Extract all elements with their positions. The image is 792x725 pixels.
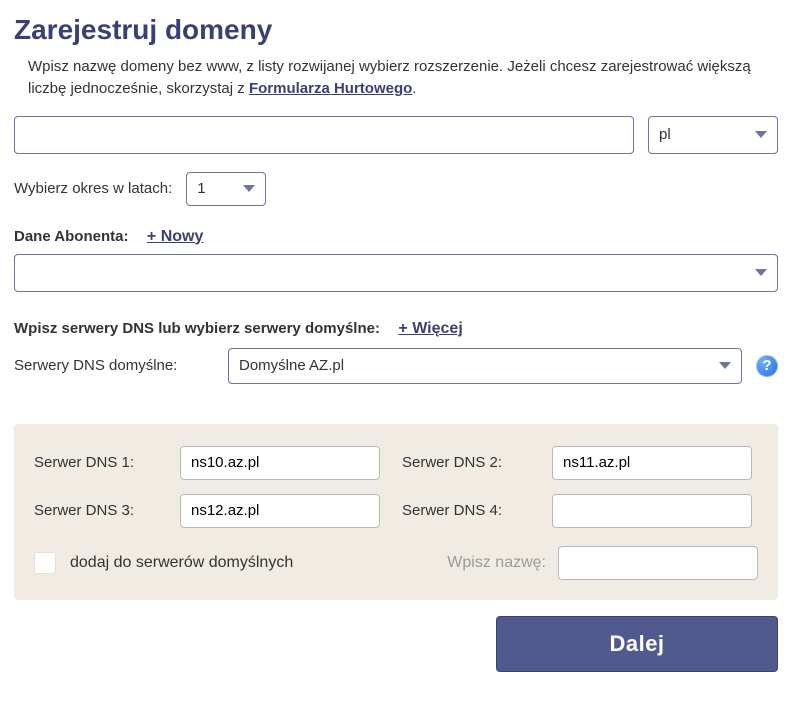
period-label: Wybierz okres w latach: bbox=[14, 180, 172, 197]
dns-default-label: Serwery DNS domyślne: bbox=[14, 357, 214, 374]
add-to-default-label: dodaj do serwerów domyślnych bbox=[70, 554, 293, 572]
intro-suffix: . bbox=[412, 80, 416, 97]
chevron-down-icon bbox=[719, 362, 731, 369]
tld-select[interactable]: pl bbox=[648, 116, 778, 154]
dns-default-select[interactable]: Domyślne AZ.pl bbox=[228, 348, 742, 384]
dns4-label: Serwer DNS 4: bbox=[396, 502, 536, 519]
domain-input[interactable] bbox=[14, 116, 634, 154]
dns2-input[interactable] bbox=[552, 446, 752, 480]
period-select[interactable]: 1 bbox=[186, 172, 266, 206]
dns3-label: Serwer DNS 3: bbox=[34, 502, 164, 519]
dns-default-value: Domyślne AZ.pl bbox=[239, 357, 344, 374]
new-subscriber-link[interactable]: + Nowy bbox=[147, 228, 203, 245]
dns1-input[interactable] bbox=[180, 446, 380, 480]
dns1-label: Serwer DNS 1: bbox=[34, 454, 164, 471]
next-button[interactable]: Dalej bbox=[496, 616, 778, 672]
bulk-form-link[interactable]: Formularza Hurtowego bbox=[249, 80, 412, 97]
help-icon[interactable]: ? bbox=[756, 355, 778, 377]
dns-servers-box: Serwer DNS 1: Serwer DNS 2: Serwer DNS 3… bbox=[14, 424, 778, 600]
dns4-input[interactable] bbox=[552, 494, 752, 528]
add-to-default-checkbox[interactable] bbox=[34, 552, 56, 574]
subscriber-label: Dane Abonenta: bbox=[14, 228, 128, 245]
dns2-label: Serwer DNS 2: bbox=[396, 454, 536, 471]
dns-more-link[interactable]: + Więcej bbox=[398, 320, 462, 337]
name-field-input[interactable] bbox=[558, 546, 758, 580]
page-title: Zarejestruj domeny bbox=[14, 14, 778, 46]
intro-text: Wpisz nazwę domeny bez www, z listy rozw… bbox=[28, 56, 778, 100]
period-value: 1 bbox=[197, 180, 205, 197]
chevron-down-icon bbox=[755, 269, 767, 276]
dns3-input[interactable] bbox=[180, 494, 380, 528]
tld-value: pl bbox=[659, 126, 671, 143]
name-field-label: Wpisz nazwę: bbox=[447, 554, 546, 572]
chevron-down-icon bbox=[243, 185, 255, 192]
chevron-down-icon bbox=[755, 131, 767, 138]
subscriber-select[interactable] bbox=[14, 254, 778, 292]
dns-section-label: Wpisz serwery DNS lub wybierz serwery do… bbox=[14, 320, 380, 337]
